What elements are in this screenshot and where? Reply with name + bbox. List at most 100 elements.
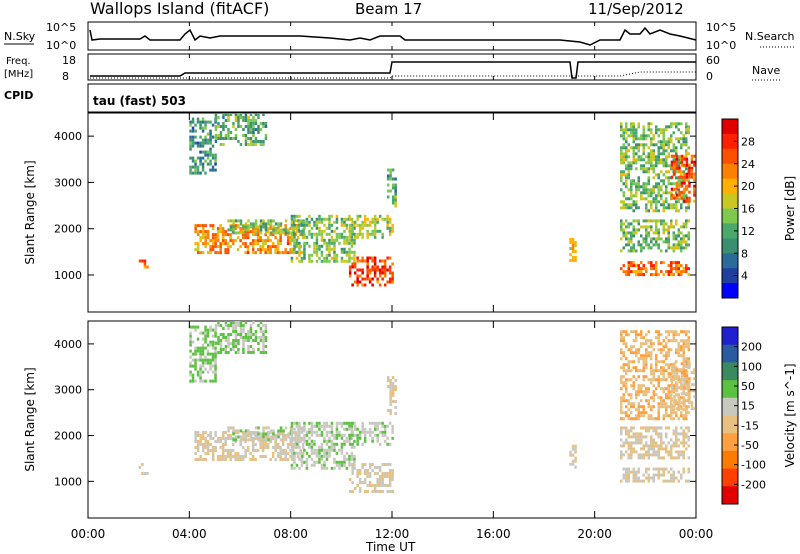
power-cell <box>620 200 623 204</box>
velocity-cell <box>657 405 660 409</box>
velocity-cell <box>335 436 339 440</box>
velocity-cell <box>637 402 640 406</box>
velocity-cell <box>685 369 688 373</box>
velocity-cell <box>251 440 255 443</box>
velocity-cell <box>298 451 301 455</box>
cpid-panel-frame <box>87 83 697 113</box>
velocity-cell <box>262 330 265 333</box>
velocity-cell <box>635 476 638 480</box>
velocity-ytick-label: 4000 <box>54 338 82 351</box>
power-cell <box>381 235 384 239</box>
power-cell <box>652 155 655 159</box>
velocity-cell <box>373 487 377 490</box>
velocity-cell <box>291 443 295 446</box>
power-cell <box>328 259 331 263</box>
power-cell <box>254 231 258 235</box>
power-cell <box>630 237 633 241</box>
power-cell <box>622 137 625 141</box>
power-cell <box>635 228 638 232</box>
power-cell <box>211 233 215 237</box>
velocity-colorbar-segment <box>722 486 738 505</box>
power-cell <box>630 131 633 135</box>
power-cell <box>630 194 633 198</box>
velocity-cell <box>232 348 235 351</box>
power-cell <box>201 251 205 255</box>
velocity-cell <box>368 430 372 434</box>
velocity-cell <box>637 411 640 415</box>
power-cell <box>366 268 369 272</box>
velocity-cell <box>338 448 341 452</box>
power-cell <box>214 233 217 237</box>
power-cell <box>655 182 658 186</box>
power-cell <box>196 230 200 234</box>
power-cell <box>229 228 233 232</box>
power-cell <box>219 125 223 128</box>
velocity-cell <box>315 448 319 452</box>
velocity-cell <box>652 438 655 442</box>
power-cell <box>204 138 207 142</box>
power-cell <box>368 223 372 227</box>
power-cell <box>680 196 684 200</box>
power-cell <box>313 220 316 224</box>
power-cell <box>647 246 650 250</box>
velocity-cell <box>199 373 202 377</box>
velocity-cell <box>672 339 675 343</box>
power-cell <box>680 179 683 183</box>
velocity-cell <box>269 440 272 443</box>
power-cell <box>650 128 653 132</box>
velocity-cell <box>232 429 235 433</box>
velocity-cell <box>632 417 635 421</box>
velocity-cell <box>667 363 670 367</box>
power-cell <box>630 182 633 186</box>
velocity-cell <box>376 439 379 443</box>
velocity-cell <box>211 328 215 332</box>
velocity-cell <box>640 369 643 373</box>
velocity-cell <box>199 352 202 356</box>
velocity-cell <box>274 438 278 442</box>
power-cell <box>266 230 270 234</box>
power-cell <box>678 166 681 170</box>
power-cell <box>625 243 628 247</box>
velocity-cell <box>189 343 192 347</box>
velocity-cell <box>675 330 678 334</box>
velocity-cell <box>652 375 655 379</box>
power-cell <box>373 223 377 227</box>
velocity-cell <box>189 355 192 359</box>
power-cell <box>366 256 369 260</box>
velocity-cell <box>201 379 205 383</box>
velocity-cell <box>320 463 324 467</box>
power-cell <box>143 262 147 266</box>
power-cell <box>650 164 653 168</box>
power-cell <box>627 206 630 210</box>
power-cell <box>363 214 367 218</box>
power-cell <box>647 191 650 195</box>
velocity-cell <box>234 455 237 458</box>
power-cell <box>677 209 680 213</box>
power-cell <box>657 158 660 162</box>
power-cell <box>655 155 658 159</box>
velocity-cell <box>348 424 351 428</box>
power-cell <box>325 253 329 257</box>
power-cell <box>323 238 326 242</box>
velocity-cell <box>199 349 202 353</box>
power-cell <box>315 253 319 257</box>
power-cell <box>685 131 688 135</box>
velocity-cell <box>627 476 630 480</box>
velocity-cell <box>251 443 255 446</box>
velocity-cell <box>242 345 245 348</box>
power-cell <box>244 245 247 249</box>
power-cell <box>622 246 625 250</box>
velocity-cell <box>264 455 267 458</box>
power-cell <box>682 143 685 147</box>
velocity-cell <box>683 377 686 381</box>
power-cell <box>303 232 306 236</box>
velocity-cell <box>350 457 354 461</box>
power-cell <box>320 244 324 248</box>
power-cell <box>637 149 640 153</box>
velocity-cell <box>335 430 339 434</box>
power-cell <box>642 182 645 186</box>
velocity-cell <box>680 405 683 409</box>
power-cell <box>627 170 630 174</box>
velocity-cell <box>257 432 260 436</box>
